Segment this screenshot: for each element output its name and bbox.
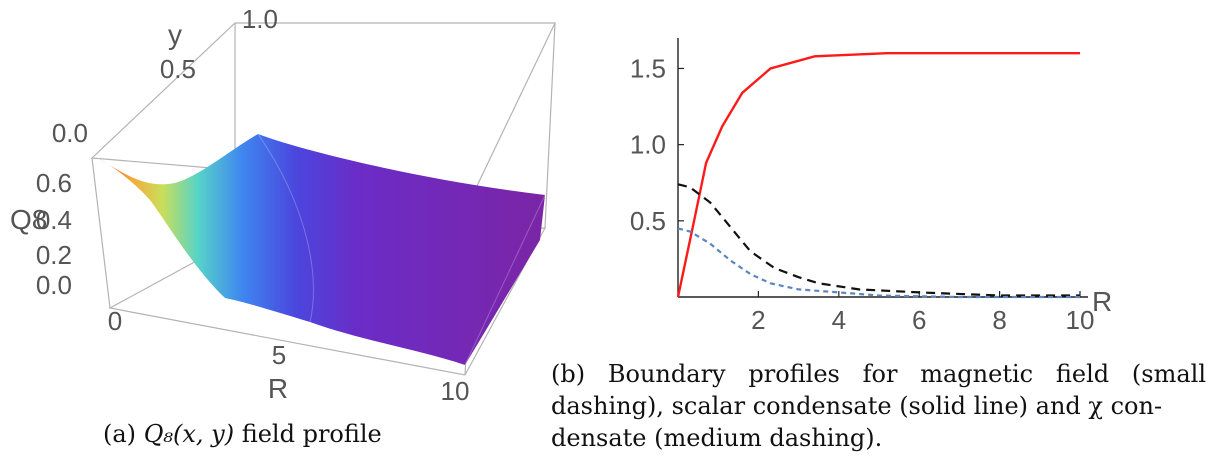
- z-tick-3: 0.6: [36, 168, 72, 198]
- x-tick-label-3: 8: [992, 305, 1006, 335]
- y-tick-0: 0.0: [52, 118, 88, 148]
- x-tick-label-2: 6: [912, 305, 926, 335]
- caption-a: (a) Q₈(x, y) field profile: [103, 418, 382, 450]
- z-tick-0: 0.0: [36, 270, 72, 300]
- series-line-solid: [676, 52, 1080, 298]
- x-axis-label: R: [1092, 286, 1112, 317]
- line-plot-series: [676, 52, 1080, 299]
- line-plot-axes: [677, 38, 1088, 298]
- caption-b: (b) Boundary profiles for magnetic field…: [551, 358, 1206, 454]
- caption-b-line-3: densate (medium dashing).: [551, 424, 883, 452]
- x-tick-1: 5: [272, 340, 286, 370]
- caption-b-line-2: dashing), scalar condensate (solid line)…: [551, 392, 1163, 420]
- z-tick-1: 0.2: [36, 240, 72, 270]
- caption-a-text: field profile: [241, 420, 382, 448]
- surface-mesh-lines: [97, 133, 546, 366]
- caption-b-tag: (b): [551, 360, 586, 388]
- caption-b-line-1: (b) Boundary profiles for magnetic field…: [551, 358, 1206, 390]
- x-tick-label-4: 10: [1066, 305, 1095, 335]
- y-tick-label-2: 1.5: [630, 53, 666, 83]
- y-axis-label: y: [168, 19, 182, 50]
- caption-a-tag: (a): [103, 420, 137, 448]
- caption-a-math: Q₈(x, y): [143, 420, 235, 448]
- x-tick-label-0: 2: [751, 305, 765, 335]
- x-axis-label: R: [268, 373, 288, 404]
- surface-mesh: [98, 134, 545, 365]
- surface-plot: 0.0 0.2 0.4 0.6 Q8 0.0 0.5 1.0 y 0 5 10 …: [10, 4, 556, 406]
- line-plot-labels: 2 4 6 8 10 0.5 1.0 1.5 R: [630, 53, 1112, 335]
- caption-b-text-1: Boundary profiles for magnetic field (sm…: [607, 360, 1206, 388]
- x-tick-label-1: 4: [832, 305, 846, 335]
- x-tick-2: 10: [441, 376, 470, 406]
- y-tick-label-0: 0.5: [630, 206, 666, 236]
- z-axis-label: Q8: [10, 204, 47, 235]
- series-line-small-dash: [677, 227, 1080, 299]
- y-tick-label-1: 1.0: [630, 130, 666, 160]
- y-tick-2: 1.0: [242, 4, 278, 34]
- series-line-medium-dash: [677, 183, 1080, 297]
- x-tick-0: 0: [108, 306, 122, 336]
- z-tick-2: 0.4: [36, 205, 72, 235]
- y-tick-1: 0.5: [160, 54, 196, 84]
- line-plot: 2 4 6 8 10 0.5 1.0 1.5 R: [630, 38, 1112, 335]
